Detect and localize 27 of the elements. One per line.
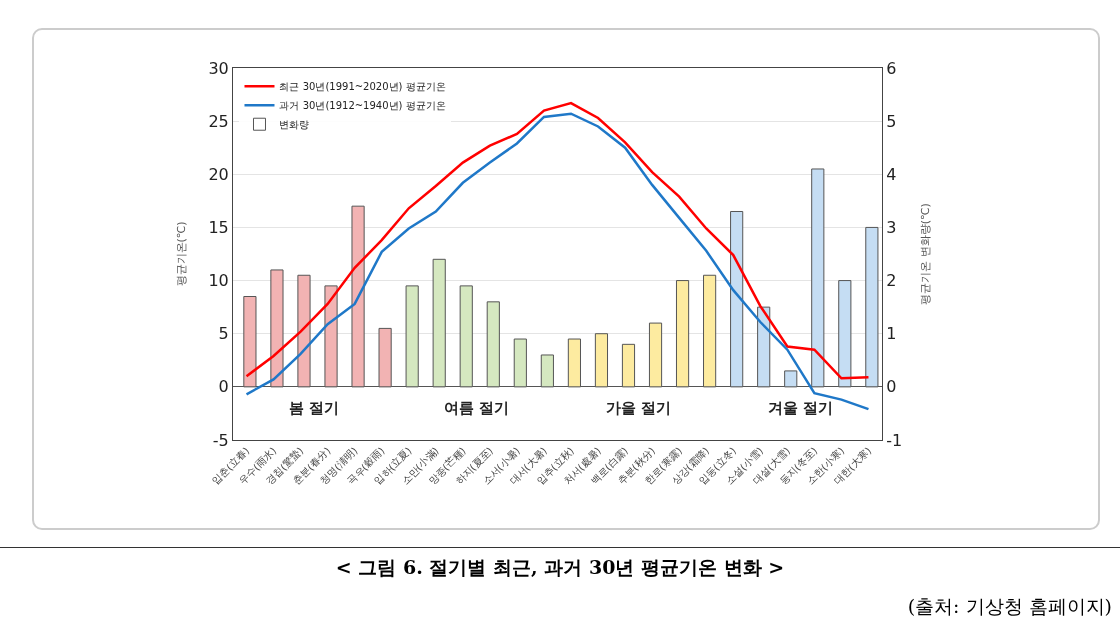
legend-label: 최근 30년(1991~2020년) 평균기온 bbox=[279, 81, 446, 93]
y2-tick-label: 6 bbox=[886, 58, 897, 78]
annotation: 겨울 절기 bbox=[768, 399, 834, 417]
y2-tick-label: -1 bbox=[886, 430, 903, 450]
y2-tick-label: 2 bbox=[886, 271, 897, 291]
annotation: 여름 절기 bbox=[444, 399, 510, 417]
y2-tick-label: 3 bbox=[886, 218, 897, 238]
y-tick-label: 20 bbox=[208, 164, 229, 184]
y-tick-label: 25 bbox=[208, 111, 229, 131]
y2-axis-title: 평균기온 변화량(℃) bbox=[919, 203, 933, 305]
text: < 그림 6. 절기별 최근, 과거 30년 평균기온 변화 > bbox=[334, 555, 786, 580]
y2-tick-label: 1 bbox=[886, 324, 897, 344]
y-tick-label: 10 bbox=[208, 271, 229, 291]
y2-tick-label: 5 bbox=[886, 111, 897, 131]
legend-label: 변화량 bbox=[279, 119, 310, 131]
y-tick-label: 30 bbox=[208, 58, 229, 78]
y-tick-label: 15 bbox=[208, 218, 229, 238]
y-axis-title: 평균기온(℃) bbox=[175, 221, 189, 287]
y2-tick-label: 4 bbox=[886, 164, 897, 184]
y-tick-label: 5 bbox=[218, 324, 229, 344]
y-tick-label: 0 bbox=[218, 377, 229, 397]
y2-tick-label: 0 bbox=[886, 377, 897, 397]
legend-label: 과거 30년(1912~1940년) 평균기온 bbox=[279, 100, 446, 112]
y-tick-label: -5 bbox=[212, 430, 229, 450]
annotation: 봄 절기 bbox=[289, 399, 340, 417]
annotation: 가을 절기 bbox=[606, 399, 672, 417]
text: (출처: 기상청 홈페이지) bbox=[907, 594, 1112, 619]
